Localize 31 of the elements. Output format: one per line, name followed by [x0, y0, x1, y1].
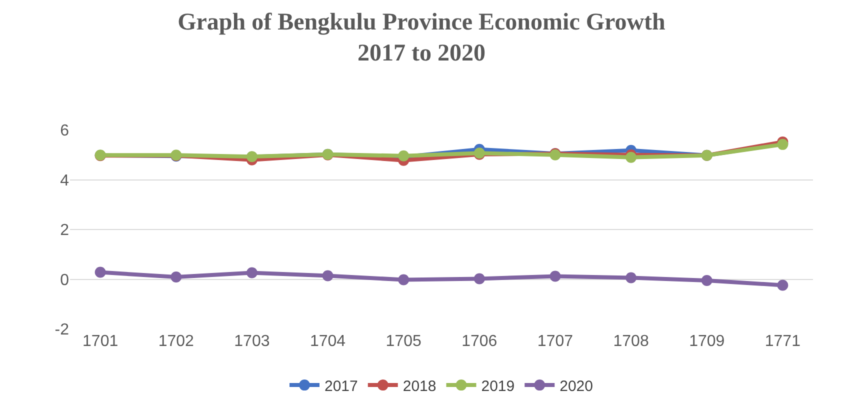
y-tick-label: -2 [54, 322, 70, 339]
point [398, 274, 410, 286]
y-tick-label: 6 [60, 122, 70, 140]
chart-title: Graph of Bengkulu Province Economic Growth 2017 to 2020 [178, 9, 666, 67]
y-tick-label: 2 [60, 222, 70, 240]
legend-label: 2019 [481, 378, 515, 395]
y-tick-label: 0 [60, 272, 70, 289]
point [626, 272, 637, 284]
point [701, 274, 712, 286]
x-tick-label: 1706 [462, 333, 498, 350]
x-tick-label: 1707 [537, 333, 574, 350]
x-tick-label: 1708 [613, 333, 649, 350]
point [170, 272, 182, 283]
point [474, 273, 485, 284]
point [322, 270, 334, 282]
point [246, 267, 258, 278]
x-tick-label: 1703 [234, 333, 270, 350]
x-tick-label: 1704 [310, 333, 346, 350]
point [94, 266, 106, 278]
legend-label: 2020 [560, 378, 593, 395]
y-tick-label: 4 [60, 172, 70, 190]
legend-label: 2018 [402, 378, 436, 395]
point [777, 280, 788, 291]
x-tick-label: 1709 [689, 333, 725, 350]
x-tick-label: 1702 [158, 333, 194, 350]
point [626, 152, 637, 163]
legend-label: 2017 [324, 378, 358, 395]
x-tick-label: 1701 [82, 333, 118, 350]
point [550, 270, 561, 282]
x-tick-label: 1705 [386, 333, 422, 350]
x-tick-label: 1771 [764, 333, 801, 350]
